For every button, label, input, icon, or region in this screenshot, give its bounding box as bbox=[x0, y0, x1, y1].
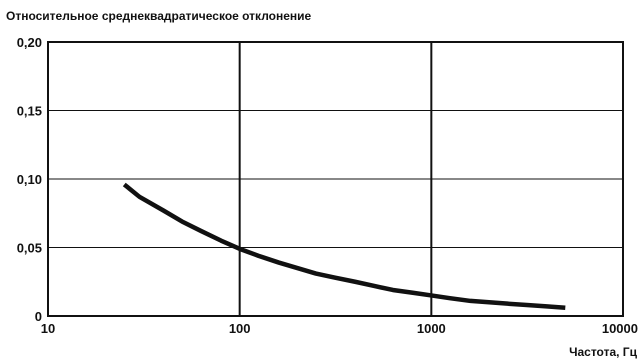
y-tick-label-2: 0,10 bbox=[17, 172, 42, 187]
y-tick-label-0: 0 bbox=[35, 309, 42, 324]
grid-layer bbox=[48, 42, 623, 316]
y-tick-label-1: 0,05 bbox=[17, 241, 42, 256]
series-line-0 bbox=[122, 182, 566, 311]
series-layer bbox=[122, 182, 566, 311]
y-axis-title: Относительное среднеквадратическое откло… bbox=[6, 9, 312, 23]
x-tick-label-3: 10000 bbox=[602, 321, 638, 336]
plot-border bbox=[47, 41, 624, 317]
y-tick-label-3: 0,15 bbox=[17, 104, 42, 119]
tick-labels: 0 0,05 0,10 0,15 0,20 10 100 1000 10000 bbox=[17, 35, 638, 336]
y-tick-label-4: 0,20 bbox=[17, 35, 42, 50]
plot-frame bbox=[47, 41, 624, 317]
x-tick-label-1: 100 bbox=[229, 321, 251, 336]
x-tick-label-0: 10 bbox=[41, 321, 55, 336]
x-tick-label-2: 1000 bbox=[417, 321, 446, 336]
x-axis-title: Частота, Гц bbox=[569, 345, 638, 359]
